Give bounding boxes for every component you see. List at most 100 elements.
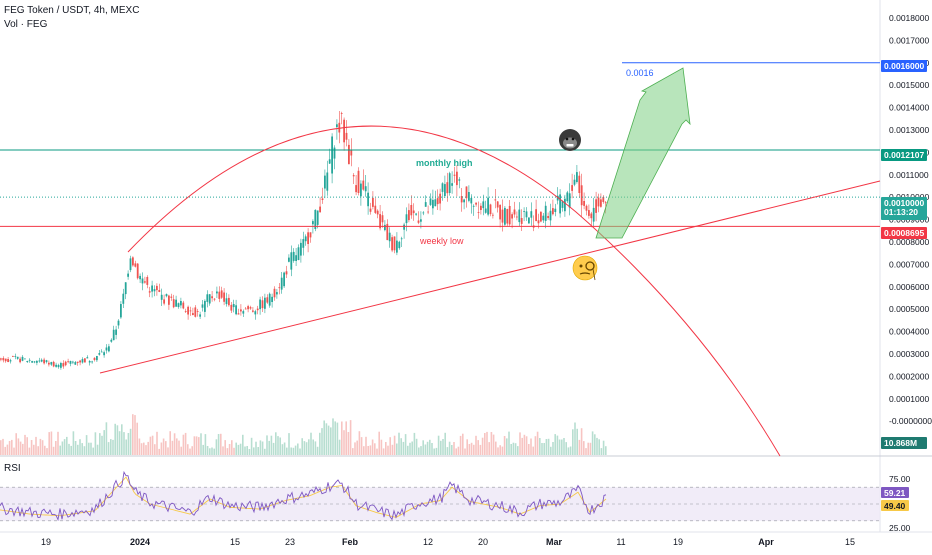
volume-bar [81, 443, 83, 455]
candle [79, 360, 81, 363]
candle [211, 296, 213, 299]
volume-bar [136, 422, 138, 455]
candle [280, 277, 283, 290]
volume-bar [352, 448, 354, 455]
candle [100, 351, 103, 353]
candle [36, 361, 38, 363]
volume-bar [576, 428, 578, 455]
weekly-low-tag: 0.0008695 [884, 228, 924, 238]
candle [530, 211, 533, 218]
candle [588, 210, 590, 216]
volume-bar [470, 442, 473, 455]
volume-bar [402, 441, 405, 455]
volume-bar [195, 436, 198, 455]
volume-bar [275, 432, 277, 455]
volume-bar [334, 421, 336, 455]
volume-bar [374, 443, 376, 455]
candle [357, 170, 360, 193]
candle [422, 212, 425, 214]
volume-bar [521, 437, 523, 455]
volume-bar [398, 432, 400, 455]
volume-bar [193, 436, 196, 455]
candle [172, 299, 175, 308]
candle [38, 360, 41, 362]
candle [355, 185, 357, 193]
candle [7, 359, 9, 362]
volume-bar [37, 446, 39, 455]
volume-bar [198, 437, 200, 455]
volume-bar [57, 431, 59, 455]
candle [460, 196, 463, 203]
volume-bar [255, 441, 257, 455]
volume-bar [74, 441, 77, 455]
candle [463, 199, 465, 203]
candle [122, 293, 125, 304]
candle [549, 210, 552, 221]
volume-bar [429, 439, 431, 455]
candle [300, 242, 302, 256]
volume-bar [332, 418, 334, 455]
rsi-value-tag: 59.21 [884, 488, 906, 498]
candle [376, 210, 379, 215]
volume-bar [517, 446, 519, 455]
countdown-label: 01:13:20 [884, 207, 918, 217]
volume-bar [6, 444, 9, 455]
volume-bar [475, 435, 477, 455]
candle [120, 304, 122, 318]
date-axis-label: Apr [758, 537, 774, 547]
candle [480, 205, 482, 210]
volume-bar [127, 433, 130, 455]
candle [415, 213, 417, 215]
gorilla-emoji-icon [559, 129, 581, 151]
candle [504, 207, 506, 225]
volume-bar [59, 445, 61, 455]
candle [484, 208, 487, 213]
volume-bar [336, 422, 339, 455]
volume-bar [323, 420, 325, 455]
volume-bar [400, 438, 402, 455]
candle [556, 195, 559, 201]
candle [273, 288, 276, 298]
volume-bar [90, 442, 92, 455]
volume-bar [327, 425, 330, 455]
volume-bar [301, 438, 303, 455]
candle [439, 193, 441, 204]
candle [283, 272, 285, 287]
candle [189, 310, 192, 312]
volume-bar [490, 432, 493, 455]
volume-bar [569, 446, 572, 455]
candle [261, 300, 264, 309]
volume-bar [589, 442, 592, 455]
volume-bar [495, 441, 497, 455]
candle [146, 277, 149, 285]
candle [364, 186, 367, 192]
volume-bar [369, 445, 372, 455]
volume-bar [61, 441, 64, 455]
candle [163, 299, 165, 304]
candle [314, 209, 317, 229]
volume-bar [468, 444, 471, 455]
candle [230, 304, 233, 311]
candle [568, 193, 571, 208]
candle [31, 361, 33, 363]
candle [343, 119, 345, 143]
candle [127, 273, 129, 277]
volume-bar [110, 439, 112, 455]
volume-bar [24, 434, 26, 455]
volume-bar [138, 438, 141, 455]
volume-bar [378, 431, 380, 455]
volume-bar [125, 439, 127, 455]
volume-bar [52, 446, 55, 455]
current-price-tag: 0.0010000 [884, 198, 924, 208]
volume-bar [259, 440, 262, 455]
volume-bar [11, 439, 13, 455]
candle [93, 357, 96, 360]
volume-bar [228, 444, 231, 455]
volume-bar [103, 430, 105, 455]
volume-bar [107, 442, 110, 455]
volume-bar [387, 445, 389, 455]
candle [72, 361, 74, 363]
volume-bar [389, 437, 391, 455]
